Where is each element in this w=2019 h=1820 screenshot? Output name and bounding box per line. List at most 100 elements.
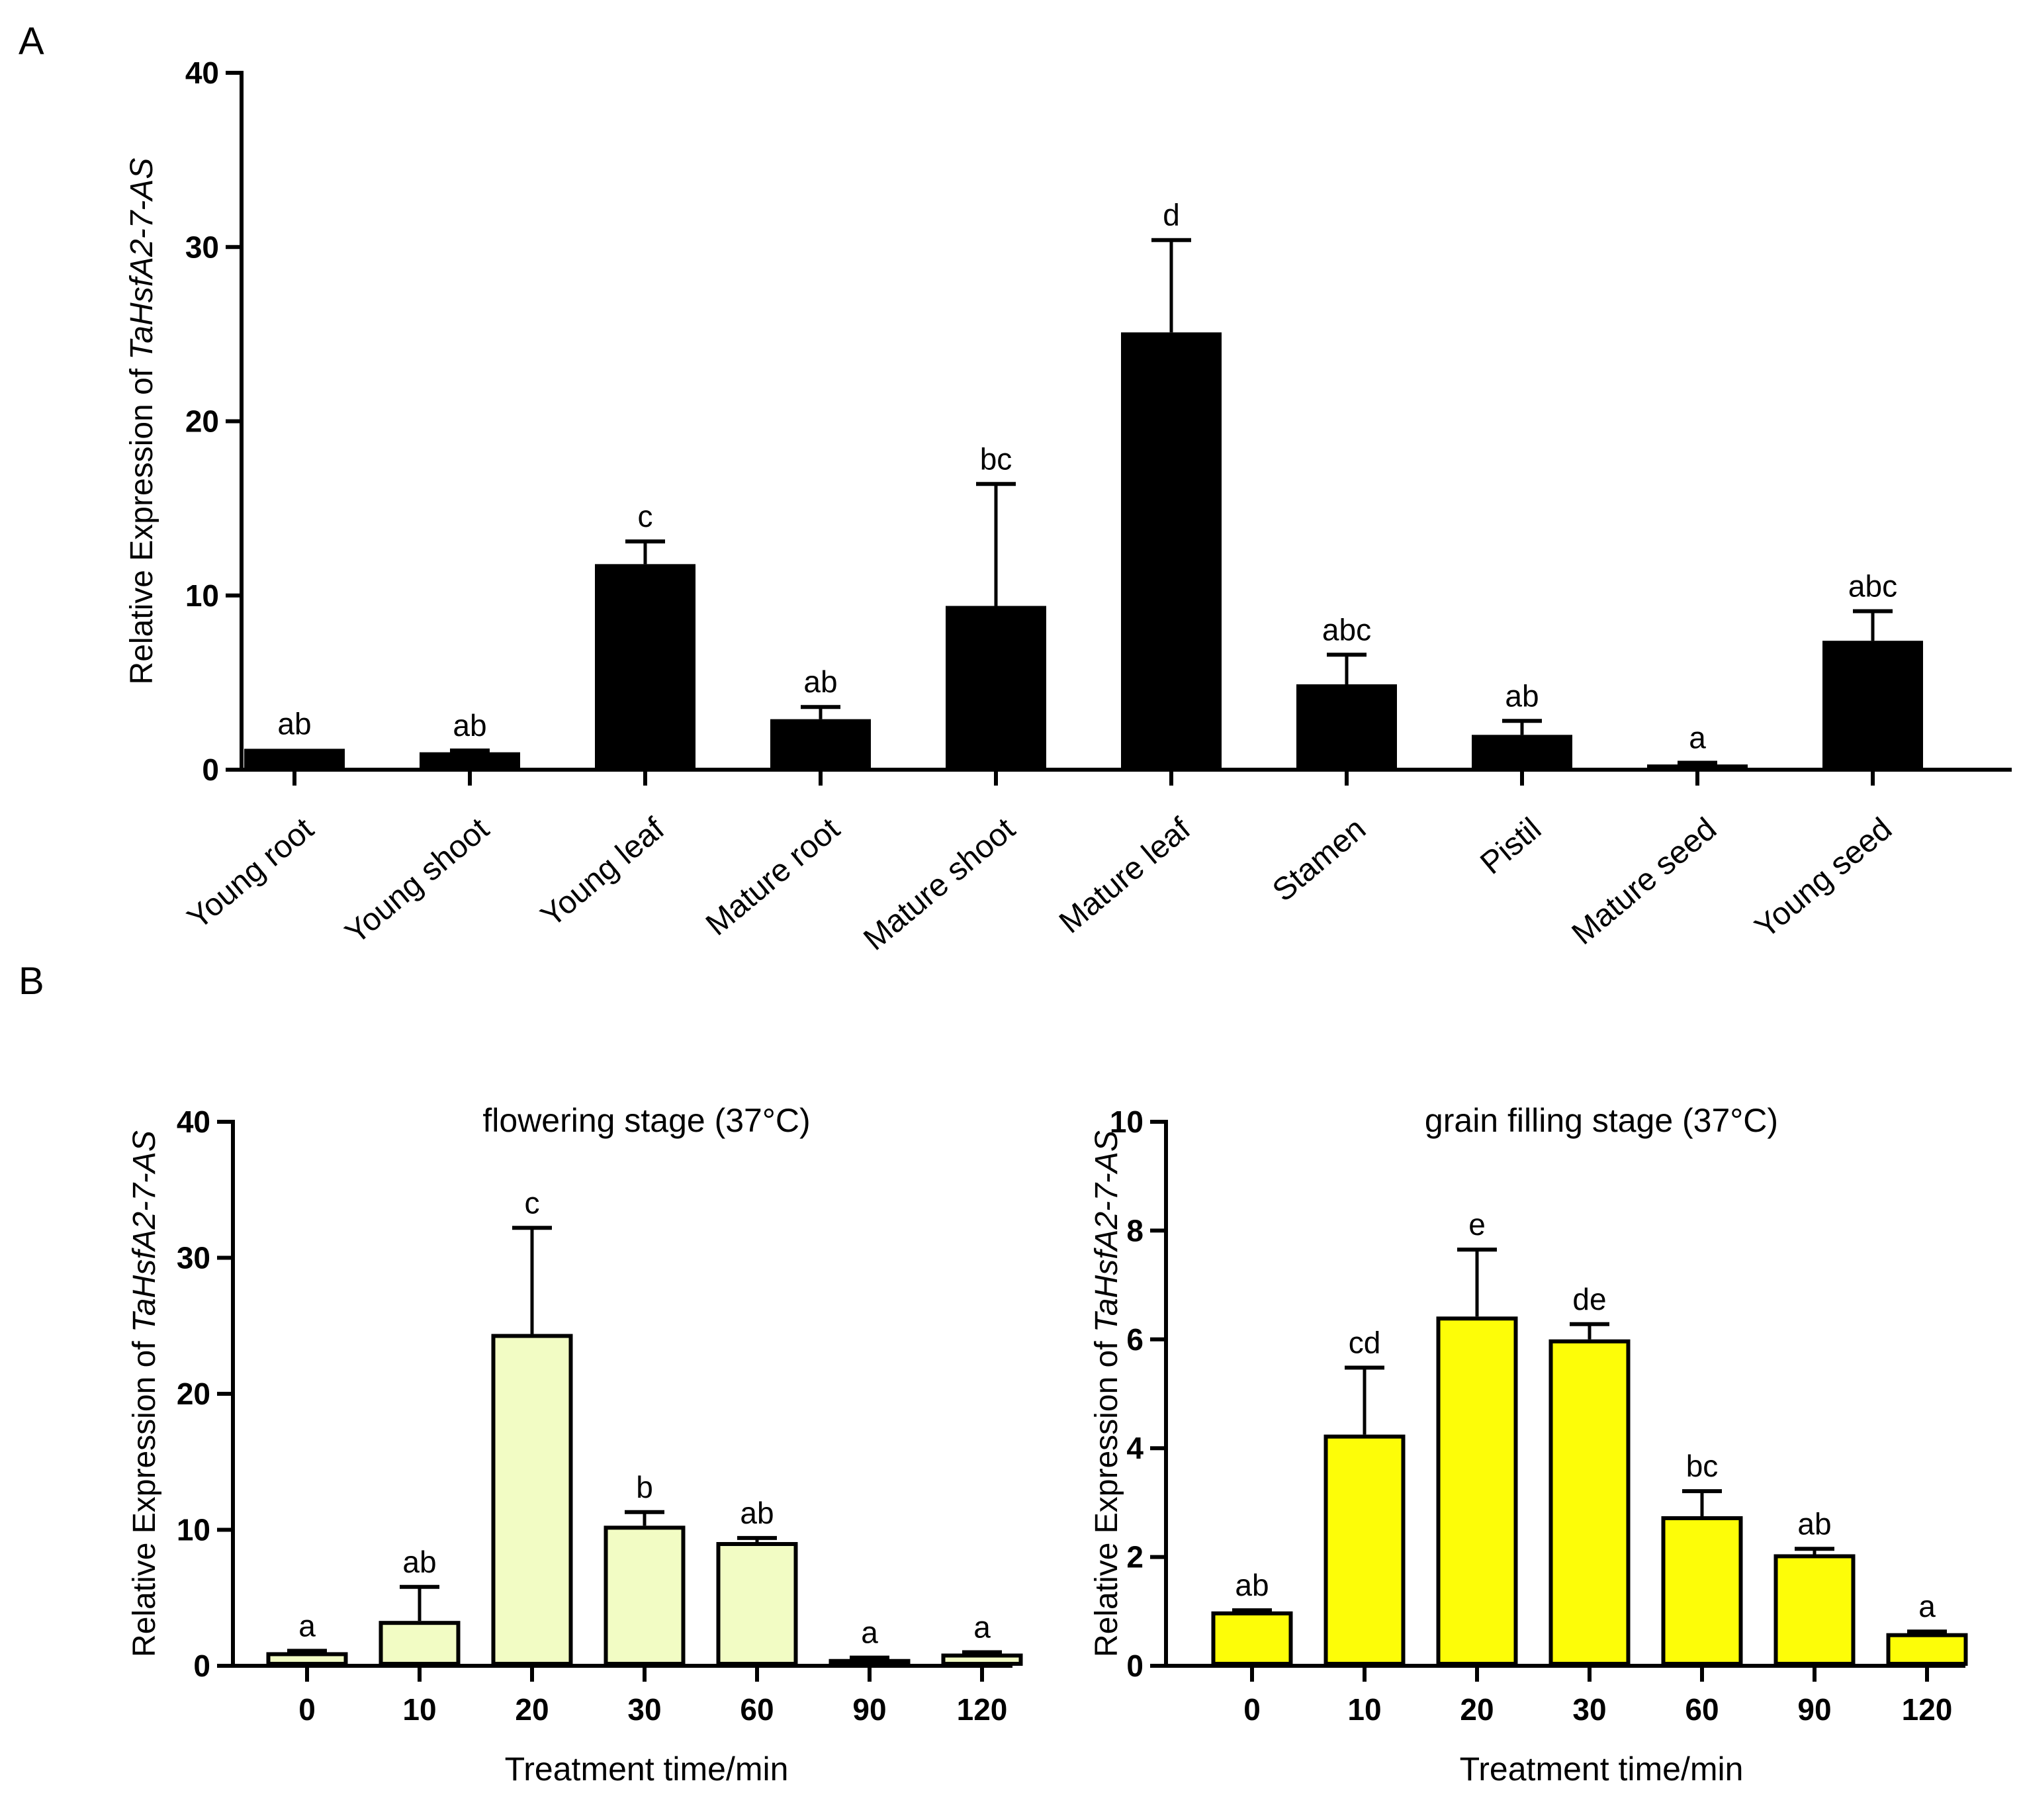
chart-title: flowering stage (37°C): [482, 1102, 810, 1139]
significance-label: cd: [1349, 1326, 1381, 1360]
panel-label-b: B: [19, 960, 44, 1003]
category-label: 120: [957, 1692, 1008, 1727]
y-tick-label: 8: [1126, 1213, 1144, 1248]
category-label: 60: [1685, 1692, 1719, 1727]
category-label: 10: [1347, 1692, 1381, 1727]
significance-label: b: [636, 1470, 653, 1504]
bar: [946, 606, 1046, 770]
y-tick-label: 40: [185, 56, 219, 90]
category-label: Young root: [181, 811, 320, 936]
significance-label: ab: [277, 706, 311, 741]
significance-label: c: [525, 1185, 540, 1220]
y-tick-label: 20: [185, 404, 219, 439]
y-axis-label-prefix: Relative Expression of: [1089, 1332, 1124, 1657]
y-axis-label-prefix: Relative Expression of: [124, 360, 159, 685]
bar: [244, 749, 345, 770]
bar: [829, 1659, 911, 1666]
significance-label: bc: [980, 441, 1012, 476]
panel-label-a: A: [19, 20, 44, 63]
significance-label: a: [861, 1615, 878, 1650]
y-tick-label: 0: [202, 752, 219, 787]
y-tick-label: 0: [1126, 1649, 1144, 1683]
significance-label: abc: [1322, 612, 1371, 647]
category-label: Young leaf: [535, 811, 672, 934]
significance-label: ab: [803, 664, 837, 699]
category-label: 0: [1243, 1692, 1261, 1727]
bar: [1324, 1434, 1406, 1666]
bar: [266, 1652, 348, 1666]
category-label: 90: [1797, 1692, 1831, 1727]
category-label: Mature root: [699, 811, 846, 942]
category-label: Young shoot: [339, 811, 496, 951]
y-tick-label: 4: [1126, 1431, 1144, 1465]
category-label: Pistil: [1474, 811, 1548, 882]
y-axis-label: Relative Expression of TaHsfA2-7-AS: [1089, 1130, 1124, 1657]
significance-label: a: [1689, 720, 1706, 754]
y-tick-label: 0: [193, 1649, 210, 1683]
bar: [941, 1653, 1023, 1666]
y-tick-label: 2: [1126, 1540, 1144, 1574]
significance-label: c: [638, 499, 653, 533]
y-tick-label: 10: [177, 1513, 210, 1547]
y-tick-label: 40: [177, 1105, 210, 1139]
chart-tissue-expression: ab Young root ab Young shoot c Young leaf ab Ma…: [124, 56, 2012, 958]
bar: [1661, 1516, 1743, 1666]
y-tick-label: 6: [1126, 1322, 1144, 1357]
bar: [1436, 1316, 1518, 1666]
bar: [604, 1525, 686, 1666]
significance-label: a: [1918, 1589, 1936, 1623]
bar: [491, 1334, 573, 1666]
category-label: Mature leaf: [1053, 811, 1198, 940]
significance-label: ab: [1235, 1568, 1269, 1602]
significance-label: ab: [1797, 1506, 1831, 1541]
y-tick-label: 30: [177, 1241, 210, 1275]
y-axis-label: Relative Expression of TaHsfA2-7-AS: [127, 1130, 162, 1657]
category-label: 0: [298, 1692, 316, 1727]
category-label: 20: [515, 1692, 549, 1727]
category-label: Mature shoot: [857, 811, 1022, 958]
chart-grain-filling-stage: ab0cd10e20de30bc60ab90a1200246810Relativ…: [1089, 1102, 1968, 1788]
significance-label: d: [1163, 198, 1180, 232]
category-label: 60: [740, 1692, 774, 1727]
bar: [770, 719, 871, 770]
significance-label: a: [298, 1608, 316, 1643]
bar: [1296, 684, 1397, 770]
significance-label: a: [973, 1610, 991, 1644]
bar: [1773, 1554, 1856, 1666]
category-label: 10: [402, 1692, 436, 1727]
bar: [1647, 764, 1748, 770]
bar: [1548, 1339, 1631, 1666]
bar: [379, 1621, 461, 1666]
bar: [1886, 1633, 1968, 1666]
chart-title: grain filling stage (37°C): [1425, 1102, 1778, 1139]
bar: [716, 1541, 798, 1666]
significance-label: ab: [1505, 678, 1539, 713]
bar: [1211, 1611, 1293, 1666]
y-axis-label-gene: TaHsfA2-7-AS: [124, 158, 159, 360]
category-label: 90: [852, 1692, 886, 1727]
y-axis-label-gene: TaHsfA2-7-AS: [1089, 1130, 1124, 1332]
y-axis-label-gene: TaHsfA2-7-AS: [127, 1130, 162, 1332]
category-label: Stamen: [1266, 811, 1372, 909]
y-tick-label: 30: [185, 230, 219, 264]
y-axis-label: Relative Expression of TaHsfA2-7-AS: [124, 158, 159, 685]
bar: [1472, 735, 1572, 770]
bar: [420, 752, 520, 770]
y-tick-label: 10: [185, 578, 219, 613]
significance-label: ab: [453, 708, 486, 743]
significance-label: bc: [1686, 1449, 1719, 1483]
significance-label: de: [1572, 1282, 1606, 1316]
bar: [595, 564, 695, 770]
category-label: 120: [1902, 1692, 1953, 1727]
category-label: 20: [1460, 1692, 1494, 1727]
significance-label: e: [1468, 1207, 1486, 1242]
x-axis-label: Treatment time/min: [505, 1751, 789, 1788]
bar: [1822, 641, 1923, 770]
significance-label: ab: [740, 1496, 774, 1530]
y-tick-label: 10: [1110, 1105, 1144, 1139]
significance-label: abc: [1848, 569, 1897, 603]
y-axis-label-prefix: Relative Expression of: [127, 1332, 162, 1657]
y-tick-label: 20: [177, 1377, 210, 1411]
chart-flowering-stage: a 0 ab 10 c 20 b 30 ab 60 a 90 a 120 0 10 20 30 40 Relative…: [127, 1102, 1023, 1788]
